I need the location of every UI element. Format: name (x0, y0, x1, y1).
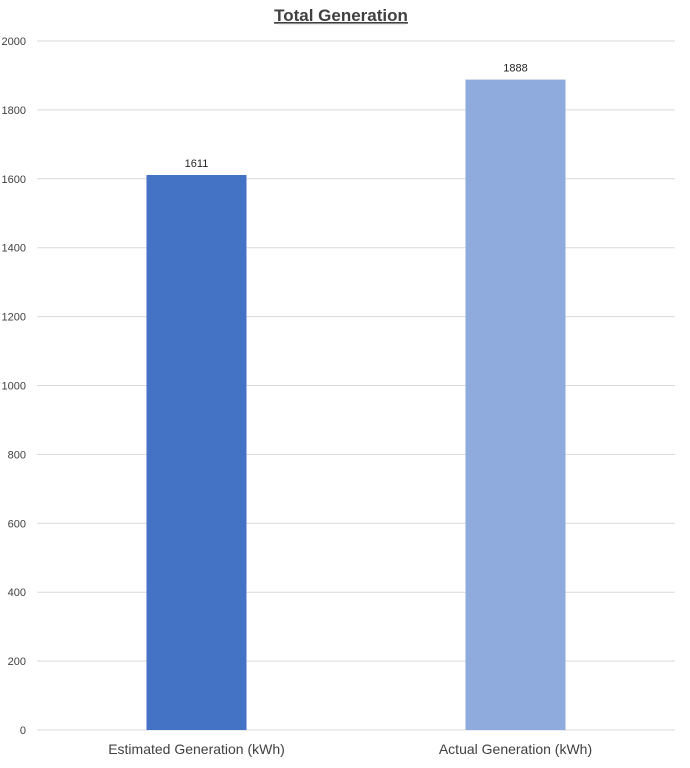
y-tick-label: 400 (8, 587, 26, 599)
y-tick-label: 1800 (2, 105, 26, 117)
y-tick-label: 2000 (2, 36, 26, 48)
chart-title: Total Generation (274, 6, 408, 25)
y-axis-tick-labels: 0 200 400 600 800 1000 1200 1400 1600 1800 2000 (2, 36, 26, 737)
y-tick-label: 1000 (2, 381, 26, 393)
y-tick-label: 1600 (2, 174, 26, 186)
y-tick-label: 800 (8, 449, 26, 461)
data-labels: 1611 1888 (185, 63, 528, 170)
category-label: Actual Generation (kWh) (439, 741, 592, 757)
category-label: Estimated Generation (kWh) (108, 741, 285, 757)
y-tick-label: 1200 (2, 312, 26, 324)
bar (146, 175, 247, 730)
y-tick-label: 600 (8, 518, 26, 530)
data-label: 1611 (185, 158, 209, 170)
bars (146, 79, 566, 731)
y-tick-label: 200 (8, 656, 26, 668)
data-label: 1888 (503, 63, 527, 75)
y-tick-label: 1400 (2, 243, 26, 255)
y-tick-label: 0 (20, 725, 26, 737)
category-labels: Estimated Generation (kWh) Actual Generat… (108, 741, 592, 757)
bar (465, 79, 566, 731)
gridlines (37, 40, 675, 731)
